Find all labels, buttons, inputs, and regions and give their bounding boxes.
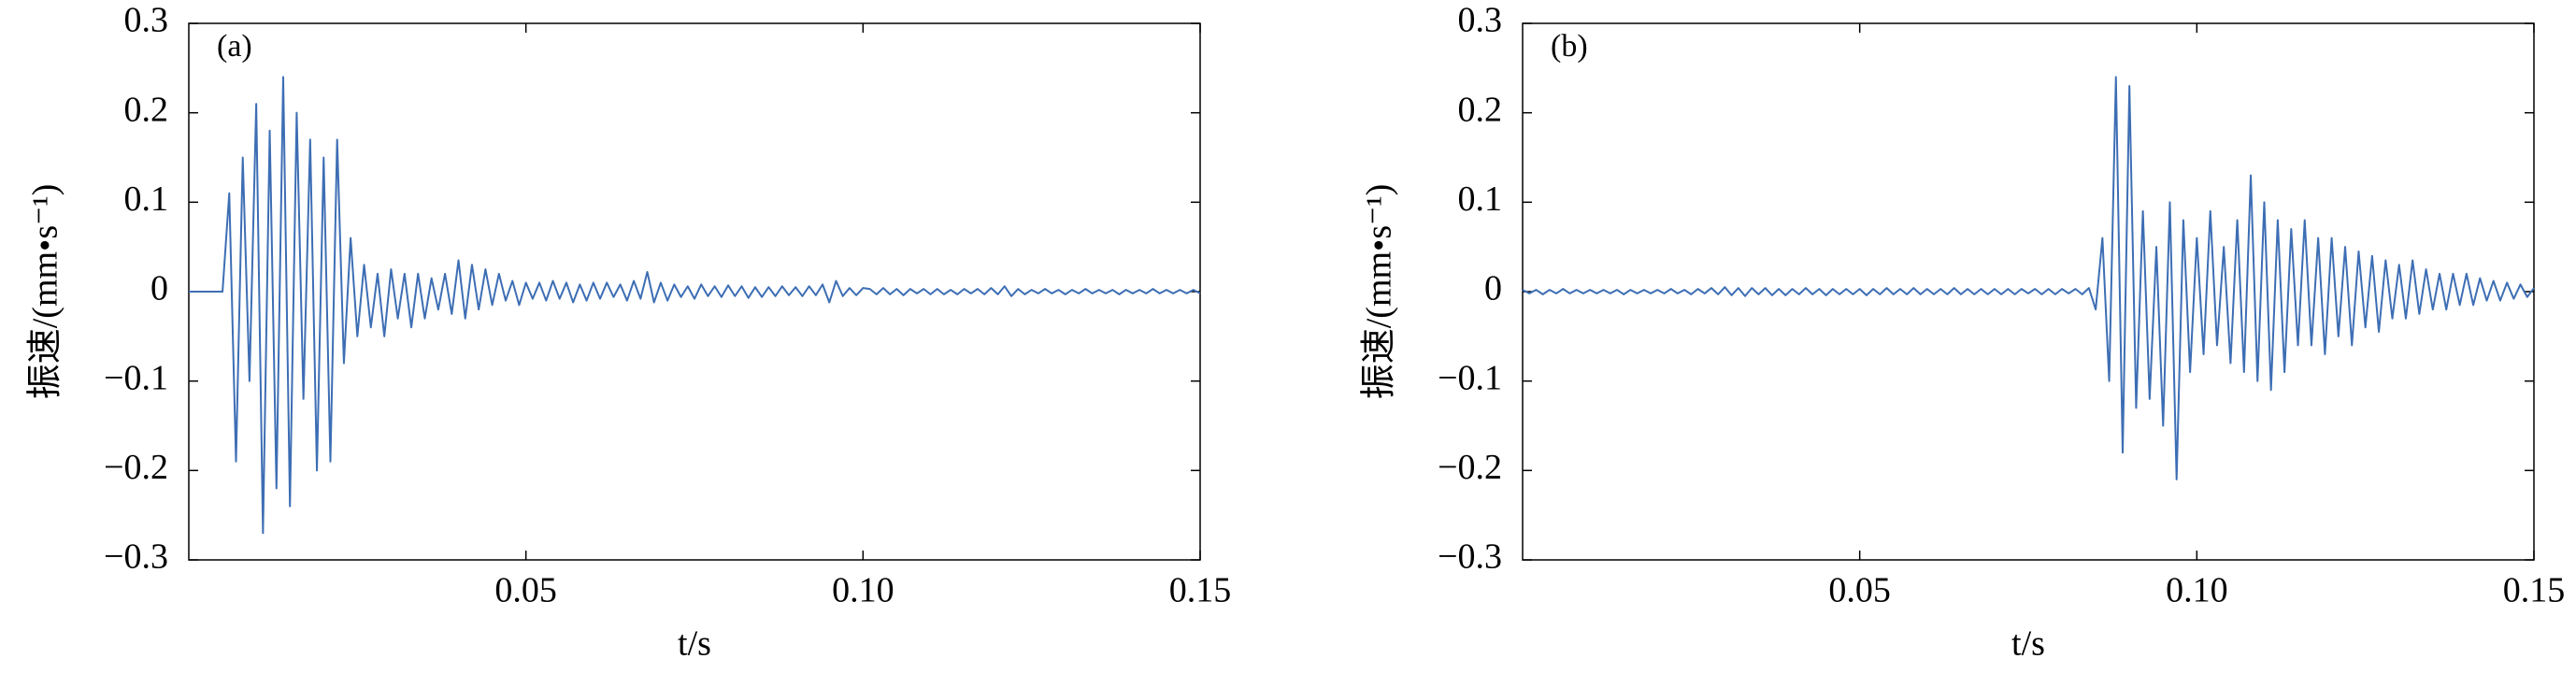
panel-label: (b): [1551, 29, 1588, 64]
y-tick-label: −0.1: [104, 358, 168, 397]
panel: −0.3 −0.2 −0.1 0 0.1 0.2 0.3 0.05 0.10 0.15 t/s 振速/…: [1360, 1, 2566, 664]
y-axis-label: 振速/(mm•s⁻¹): [26, 184, 65, 400]
signal-line: [189, 76, 1201, 535]
y-tick-label: −0.1: [1438, 358, 1502, 397]
y-tick-label: 0.1: [124, 179, 169, 219]
x-tick-label: 0.05: [494, 571, 557, 610]
x-tick-label: 0.15: [2503, 571, 2566, 610]
y-tick-label: 0: [150, 269, 168, 308]
y-tick-label: 0.1: [1458, 179, 1503, 219]
y-tick-label: −0.2: [104, 448, 168, 487]
y-tick-label: −0.3: [104, 537, 168, 577]
y-tick-label: 0.3: [124, 1, 169, 40]
x-tick-label: 0.10: [832, 571, 894, 610]
x-tick-label: 0.10: [2166, 571, 2228, 610]
panel-label: (a): [217, 29, 252, 64]
panel: −0.3 −0.2 −0.1 0 0.1 0.2 0.3 0.05 0.10 0.15 t/s 振速/…: [26, 1, 1232, 664]
y-tick-label: 0.3: [1458, 1, 1503, 40]
y-tick-label: 0.2: [1458, 90, 1503, 129]
y-tick-label: −0.2: [1438, 448, 1502, 487]
x-tick-label: 0.05: [1828, 571, 1891, 610]
y-axis-label: 振速/(mm•s⁻¹): [1360, 184, 1399, 400]
signal-line: [1522, 76, 2535, 480]
x-axis-label: t/s: [2011, 624, 2045, 664]
x-axis-label: t/s: [678, 624, 711, 664]
y-tick-label: 0.2: [124, 90, 169, 129]
x-tick-label: 0.15: [1169, 571, 1232, 610]
y-tick-label: 0: [1484, 269, 1502, 308]
y-tick-label: −0.3: [1438, 537, 1502, 577]
